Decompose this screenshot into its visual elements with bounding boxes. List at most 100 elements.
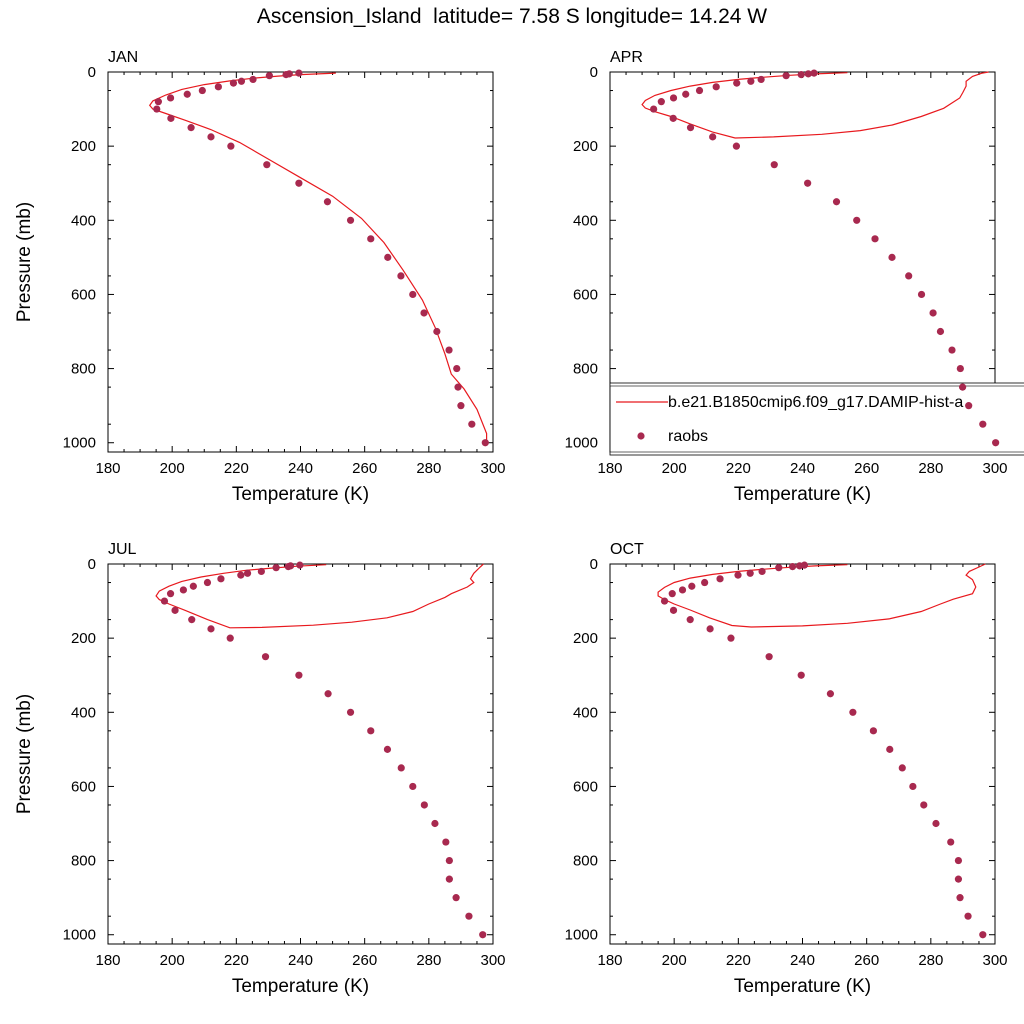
raobs-point <box>979 931 987 939</box>
raobs-point <box>669 606 678 614</box>
raobs-point <box>727 634 735 642</box>
y-tick-label: 600 <box>71 778 96 795</box>
y-axis-label: Pressure (mb) <box>14 202 35 322</box>
raobs-point <box>804 179 812 187</box>
raobs-point <box>686 124 695 132</box>
raobs-point <box>932 819 940 828</box>
x-tick-label: 200 <box>160 460 185 477</box>
y-tick-label: 0 <box>88 556 96 573</box>
x-tick-label: 180 <box>95 952 120 969</box>
raobs-point <box>367 235 375 243</box>
y-tick-label: 0 <box>88 64 96 81</box>
x-tick-label: 260 <box>854 460 879 477</box>
raobs-point <box>965 402 973 410</box>
raobs-point <box>227 142 235 150</box>
raobs-point <box>431 819 439 828</box>
legend: b.e21.B1850cmip6.f09_g17.DAMIP-hist-arao… <box>609 382 1024 456</box>
raobs-point <box>958 383 967 391</box>
raobs-point <box>166 590 175 598</box>
legend-marker-swatch <box>637 432 645 440</box>
y-tick-label: 400 <box>573 212 598 229</box>
panel-title: JAN <box>108 49 138 66</box>
raobs-point <box>171 606 179 614</box>
raobs-point <box>229 79 238 87</box>
raobs-point <box>346 708 355 716</box>
raobs-point <box>383 745 392 753</box>
y-tick-label: 800 <box>573 853 598 870</box>
raobs-point <box>869 727 878 735</box>
raobs-point <box>956 894 964 902</box>
raobs-point <box>442 838 450 846</box>
y-tick-label: 800 <box>573 361 598 378</box>
raobs-point <box>183 90 191 98</box>
raobs-point <box>747 77 755 85</box>
raobs-point <box>189 582 197 590</box>
raobs-point <box>909 782 917 791</box>
raobs-point <box>226 634 234 642</box>
raobs-point <box>409 290 417 299</box>
raobs-point <box>678 586 687 594</box>
raobs-point <box>788 562 797 571</box>
x-tick-label: 240 <box>790 460 815 477</box>
x-tick-label: 220 <box>726 460 751 477</box>
raobs-point <box>770 161 778 169</box>
raobs-point <box>804 70 812 78</box>
y-tick-label: 200 <box>573 138 598 155</box>
raobs-point <box>709 133 717 141</box>
raobs-point <box>712 83 720 91</box>
x-tick-label: 280 <box>416 952 441 969</box>
raobs-point <box>198 86 206 95</box>
panel-apr: APR 180 200 220 240 260 280 300 0 200 400 600 800 100… <box>565 49 1024 505</box>
raobs-point <box>682 90 690 98</box>
raobs-point <box>261 653 270 661</box>
raobs-point <box>166 94 175 102</box>
x-tick-label: 280 <box>918 460 943 477</box>
raobs-point <box>871 235 879 243</box>
y-tick-label: 200 <box>573 630 598 647</box>
raobs-point <box>468 420 476 428</box>
raobs-point <box>282 70 290 79</box>
raobs-point <box>695 86 704 95</box>
y-tick-label: 400 <box>71 704 96 721</box>
y-tick-label: 0 <box>590 556 598 573</box>
x-tick-label: 300 <box>982 952 1007 969</box>
raobs-point <box>207 133 215 141</box>
model-series-line <box>148 72 488 443</box>
x-tick-label: 280 <box>416 460 441 477</box>
y-tick-label: 800 <box>71 853 96 870</box>
raobs-point <box>669 114 677 122</box>
raobs-point <box>688 582 696 590</box>
panel-oct: OCT 180 200 220 240 260 280 300 0 200 400 600 800 100… <box>565 541 1008 997</box>
panel-jan: JAN 180 200 220 240 260 280 300 0 200 400 600 800 100… <box>14 49 506 505</box>
raobs-point <box>272 564 280 572</box>
panel-jul: JUL 180 200 220 240 260 280 300 0 200 400 600 800 100… <box>14 541 506 997</box>
raobs-point <box>263 161 271 169</box>
raobs-point <box>733 79 741 87</box>
x-tick-label: 260 <box>352 952 377 969</box>
raobs-point <box>810 69 818 77</box>
raobs-point <box>324 690 332 698</box>
raobs-point <box>397 272 405 280</box>
raobs-point <box>237 77 246 85</box>
raobs-point <box>826 690 835 698</box>
raobs-point <box>796 562 804 570</box>
y-tick-label: 0 <box>590 64 598 81</box>
x-axis-label: Temperature (K) <box>734 976 871 997</box>
x-tick-label: 180 <box>597 952 622 969</box>
y-tick-label: 200 <box>71 138 96 155</box>
raobs-point <box>782 72 790 80</box>
raobs-point <box>954 856 963 865</box>
x-tick-label: 220 <box>224 460 249 477</box>
raobs-point <box>249 75 257 84</box>
x-tick-label: 220 <box>224 952 249 969</box>
raobs-point <box>706 625 714 633</box>
y-tick-label: 600 <box>573 286 598 303</box>
raobs-point <box>757 75 765 84</box>
raobs-point <box>669 94 678 102</box>
raobs-point <box>905 272 913 280</box>
raobs-point <box>203 578 212 587</box>
x-tick-label: 300 <box>982 460 1007 477</box>
raobs-point <box>948 346 956 354</box>
raobs-point <box>917 290 926 299</box>
